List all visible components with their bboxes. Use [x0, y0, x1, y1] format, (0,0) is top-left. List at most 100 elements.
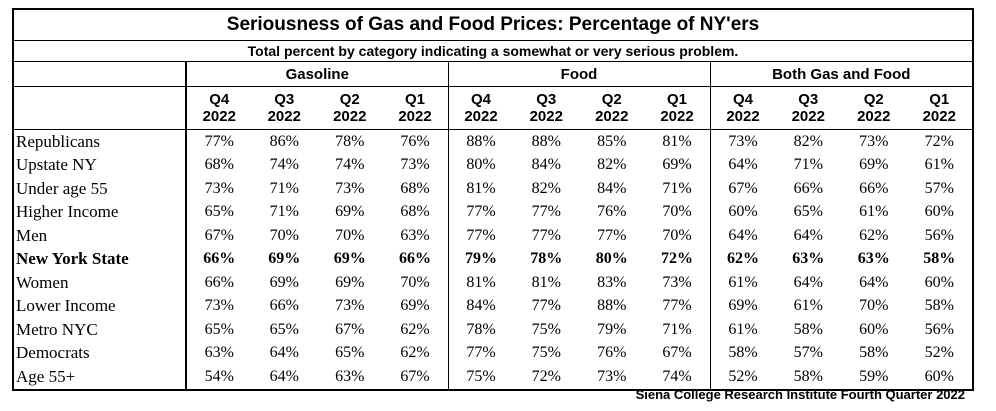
value-cell: 63%: [185, 341, 252, 365]
value-cell: 70%: [662, 226, 692, 244]
value-cell: 88%: [597, 297, 627, 315]
value-cell: 71%: [269, 203, 299, 221]
quarter-label: Q2: [601, 91, 622, 108]
value-cell: 72%: [924, 132, 954, 150]
quarter-year: 2022: [464, 108, 498, 125]
value-cell: 80%: [595, 250, 628, 268]
quarter-label: Q4: [470, 91, 491, 108]
value-cell: 72%: [531, 367, 561, 385]
group-header-both: Both Gas and Food: [709, 62, 972, 87]
value-cell: 66%: [793, 179, 823, 197]
value-cell: 81%: [447, 271, 514, 295]
value-cell: 70%: [859, 297, 889, 315]
value-cell: 66%: [399, 250, 431, 268]
value-cell: 72%: [661, 250, 693, 268]
table-row: Republicans 77% 86% 78% 76% 88% 88% 85% 81% 73% 82…: [14, 129, 972, 154]
row-label: New York State: [16, 249, 129, 269]
value-cell: 65%: [185, 318, 252, 342]
value-cell: 59%: [859, 367, 889, 385]
value-cell: 73%: [662, 273, 692, 291]
value-cell: 62%: [709, 247, 776, 271]
quarter-year: 2022: [726, 108, 760, 125]
quarter-header: Q4 2022: [185, 86, 252, 130]
value-cell: 74%: [662, 367, 692, 385]
value-cell: 84%: [447, 294, 514, 318]
value-cell: 86%: [269, 132, 299, 150]
value-cell: 69%: [268, 250, 301, 268]
row-label: Age 55+: [16, 366, 76, 386]
value-cell: 69%: [709, 294, 776, 318]
value-cell: 75%: [531, 344, 561, 362]
value-cell: 60%: [924, 273, 954, 291]
corner-cell: [14, 86, 186, 130]
value-cell: 83%: [597, 273, 627, 291]
value-cell: 69%: [662, 156, 692, 174]
value-cell: 69%: [859, 156, 889, 174]
row-label: Republicans: [16, 131, 101, 151]
quarter-year: 2022: [922, 108, 956, 125]
value-cell: 68%: [400, 203, 430, 221]
value-cell: 70%: [335, 226, 365, 244]
value-cell: 70%: [400, 273, 430, 291]
value-cell: 82%: [597, 156, 627, 174]
value-cell: 70%: [662, 203, 692, 221]
value-cell: 69%: [333, 250, 366, 268]
value-cell: 60%: [709, 200, 776, 224]
table-frame: Seriousness of Gas and Food Prices: Perc…: [12, 8, 974, 391]
quarter-header: Q3 2022: [513, 86, 579, 130]
quarter-header: Q4 2022: [447, 86, 514, 130]
value-cell: 85%: [597, 132, 627, 150]
value-cell: 82%: [793, 132, 823, 150]
table-subtitle: Total percent by category indicating a s…: [14, 41, 972, 62]
group-header-gasoline: Gasoline: [185, 62, 448, 87]
value-cell: 66%: [185, 271, 252, 295]
value-cell: 88%: [447, 129, 514, 154]
value-cell: 69%: [400, 297, 430, 315]
value-cell: 71%: [269, 179, 299, 197]
value-cell: 61%: [924, 156, 954, 174]
quarter-header: Q1 2022: [382, 86, 448, 130]
value-cell: 57%: [793, 344, 823, 362]
row-label: Upstate NY: [16, 155, 97, 175]
value-cell: 69%: [335, 273, 365, 291]
quarter-header: Q1 2022: [644, 86, 710, 130]
table-title: Seriousness of Gas and Food Prices: Perc…: [14, 10, 972, 41]
value-cell: 73%: [335, 179, 365, 197]
value-cell: 63%: [857, 250, 890, 268]
quarter-label: Q3: [536, 91, 557, 108]
value-cell: 73%: [597, 367, 627, 385]
quarter-header: Q1 2022: [906, 86, 972, 130]
quarter-year: 2022: [202, 108, 236, 125]
value-cell: 64%: [709, 153, 776, 177]
value-cell: 73%: [185, 294, 252, 318]
value-cell: 63%: [792, 250, 825, 268]
value-cell: 74%: [269, 156, 299, 174]
table-row: Democrats 63% 64% 65% 62% 77% 75% 76% 67% 58% 57% 5…: [14, 341, 972, 365]
data-table: Gasoline Food Both Gas and Food Q4 2022 Q3…: [14, 62, 972, 389]
value-cell: 67%: [335, 320, 365, 338]
table-row: New York State 66% 69% 69% 66% 79% 78% 80% 72% 62…: [14, 247, 972, 271]
table-row: Lower Income 73% 66% 73% 69% 84% 77% 88% 77% 69% 6…: [14, 294, 972, 318]
value-cell: 79%: [447, 247, 514, 271]
group-header-food: Food: [447, 62, 710, 87]
quarter-year: 2022: [333, 108, 367, 125]
value-cell: 67%: [185, 224, 252, 248]
table-row: Metro NYC 65% 65% 67% 62% 78% 75% 79% 71% 61% 58% 6…: [14, 318, 972, 342]
value-cell: 68%: [185, 153, 252, 177]
quarter-header: Q2 2022: [841, 86, 907, 130]
value-cell: 73%: [709, 129, 776, 154]
value-cell: 65%: [269, 320, 299, 338]
value-cell: 84%: [531, 156, 561, 174]
value-cell: 62%: [400, 320, 430, 338]
quarter-year: 2022: [660, 108, 694, 125]
value-cell: 67%: [709, 177, 776, 201]
value-cell: 73%: [400, 156, 430, 174]
value-cell: 64%: [793, 273, 823, 291]
value-cell: 69%: [269, 273, 299, 291]
quarter-label: Q1: [666, 91, 687, 108]
table-row: Women 66% 69% 69% 70% 81% 81% 83% 73% 61% 64% 64% 60…: [14, 271, 972, 295]
value-cell: 70%: [269, 226, 299, 244]
value-cell: 75%: [531, 320, 561, 338]
value-cell: 66%: [859, 179, 889, 197]
quarter-header: Q2 2022: [317, 86, 383, 130]
